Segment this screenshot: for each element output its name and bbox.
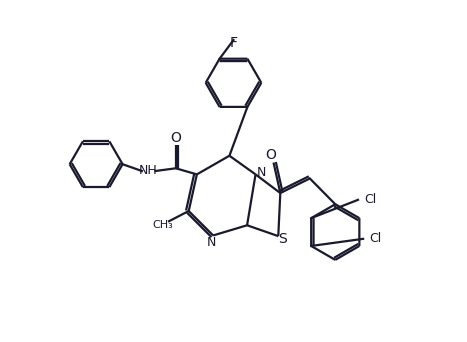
Text: NH: NH xyxy=(139,165,157,177)
Text: F: F xyxy=(229,36,238,50)
Text: Cl: Cl xyxy=(369,232,382,245)
Text: N: N xyxy=(256,166,266,179)
Text: O: O xyxy=(265,148,276,162)
Text: CH₃: CH₃ xyxy=(152,220,173,230)
Text: O: O xyxy=(170,131,181,145)
Text: S: S xyxy=(278,232,287,246)
Text: Cl: Cl xyxy=(364,193,376,206)
Text: N: N xyxy=(207,236,216,249)
